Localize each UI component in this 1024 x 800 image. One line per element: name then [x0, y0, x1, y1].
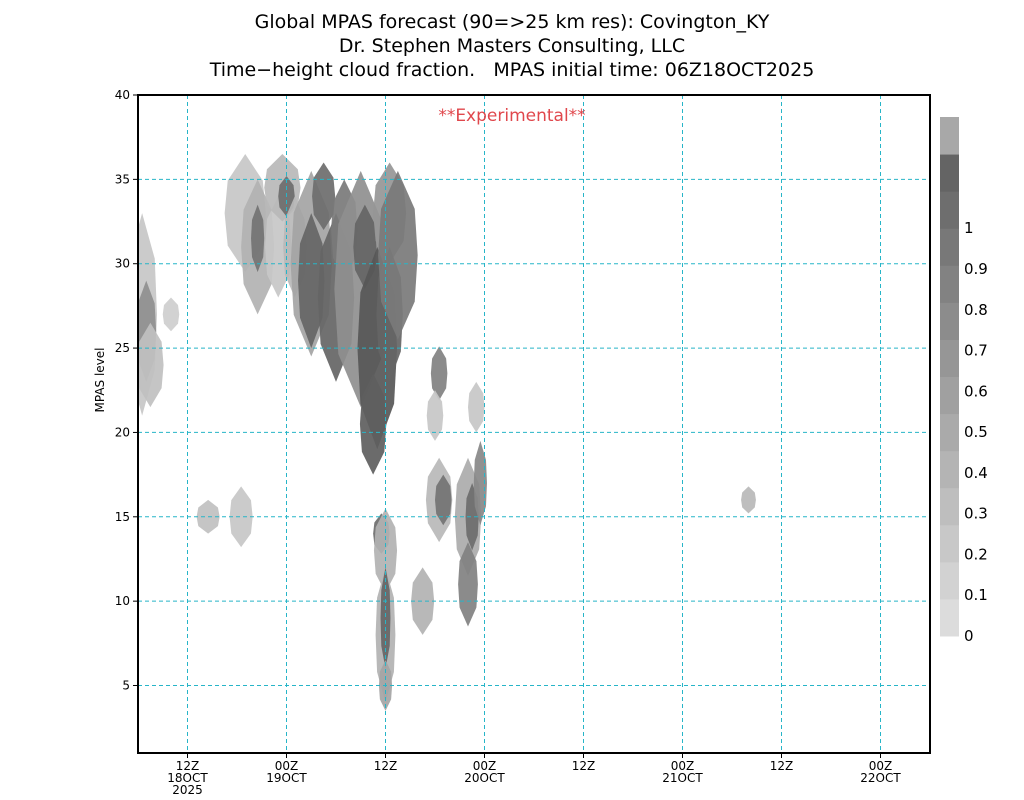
- y-axis-title: MPAS level: [93, 348, 107, 413]
- chart-title-line-3: Time−height cloud fraction. MPAS initial…: [209, 59, 815, 81]
- cloud-cell: [380, 567, 391, 669]
- colorbar-swatch: [940, 154, 959, 192]
- x-tick-label: 12Z: [572, 759, 596, 773]
- colorbar-swatch: [940, 339, 959, 377]
- colorbar-label: 0.5: [964, 423, 988, 441]
- x-tick-label: 00Z: [869, 759, 893, 773]
- x-tick-label: 12Z: [770, 759, 794, 773]
- y-tick-label: 5: [122, 679, 130, 693]
- y-tick-label: 15: [115, 510, 130, 524]
- colorbar-label: 0.3: [964, 505, 988, 523]
- cloud-cell: [458, 542, 478, 627]
- x-tick-label: 2025: [172, 783, 203, 797]
- cloud-cell: [162, 297, 180, 332]
- x-tick-label: 12Z: [374, 759, 398, 773]
- colorbar-label: 0.4: [964, 464, 988, 482]
- y-tick-label: 35: [115, 172, 130, 186]
- colorbar-swatch: [940, 561, 959, 600]
- cloud-cell: [430, 346, 448, 401]
- colorbar-swatch: [940, 117, 959, 155]
- y-tick-label: 20: [115, 425, 130, 439]
- y-tick-label: 10: [115, 594, 130, 608]
- cloud-cell: [298, 213, 325, 349]
- colorbar-swatch: [940, 487, 959, 526]
- colorbar-swatch: [940, 228, 959, 266]
- x-tick-label: 18OCT: [167, 771, 208, 785]
- x-tick-label: 00Z: [473, 759, 497, 773]
- cloud-cell: [378, 170, 418, 340]
- colorbar-label: 0.9: [964, 260, 988, 278]
- cloud-cell: [359, 373, 387, 475]
- colorbar-swatch: [940, 524, 959, 563]
- cloud-cell: [411, 567, 435, 635]
- gridlines: [138, 95, 930, 753]
- cloud-cell: [229, 486, 253, 548]
- experimental-watermark: **Experimental**: [438, 106, 585, 126]
- y-axis-ticks: 5 10 15 20 25 30 35 40: [115, 88, 138, 693]
- y-tick-label: 40: [115, 88, 130, 102]
- colorbar-swatch: [940, 191, 959, 229]
- x-tick-label: 21OCT: [662, 771, 703, 785]
- cloud-cell: [251, 204, 265, 273]
- colorbar-swatch: [940, 413, 959, 452]
- y-tick-label: 25: [115, 341, 130, 355]
- colorbar-label: 0: [964, 627, 974, 645]
- plot-frame: [137, 94, 931, 754]
- cloud-cell: [426, 390, 444, 441]
- cloud-cell: [435, 474, 452, 526]
- colorbar-label: 0.2: [964, 545, 988, 563]
- x-tick-label: 00Z: [671, 759, 695, 773]
- colorbar-label: 0.8: [964, 301, 988, 319]
- colorbar-label: 0.7: [964, 342, 988, 360]
- colorbar-label: 1: [964, 219, 974, 237]
- colorbar-swatch: [940, 450, 959, 489]
- colorbar-swatch: [940, 302, 959, 340]
- colorbar-label: 0.1: [964, 586, 988, 604]
- x-tick-label: 22OCT: [860, 771, 901, 785]
- cloud-cell: [473, 440, 487, 526]
- colorbar: 0 0.1 0.2 0.3 0.4 0.5 0.6 0.7 0.8 0.9 1: [940, 117, 988, 645]
- chart-title-line-1: Global MPAS forecast (90=>25 km res): Co…: [254, 11, 770, 33]
- cloud-cell: [468, 381, 485, 433]
- colorbar-swatch: [940, 265, 959, 303]
- cloud-cell: [138, 322, 164, 408]
- chart-title-line-2: Dr. Stephen Masters Consulting, LLC: [338, 35, 686, 57]
- x-tick-label: 20OCT: [464, 771, 505, 785]
- colorbar-swatch: [940, 376, 959, 415]
- chart-title-block: Global MPAS forecast (90=>25 km res): Co…: [0, 10, 1024, 82]
- x-tick-label: 19OCT: [266, 771, 307, 785]
- cloud-fraction-field: [138, 154, 756, 711]
- colorbar-label: 0.6: [964, 382, 988, 400]
- y-tick-label: 30: [115, 257, 130, 271]
- colorbar-swatch: [940, 598, 959, 637]
- x-tick-label: 12Z: [176, 759, 200, 773]
- cloud-cell: [741, 486, 756, 514]
- x-tick-label: 00Z: [275, 759, 299, 773]
